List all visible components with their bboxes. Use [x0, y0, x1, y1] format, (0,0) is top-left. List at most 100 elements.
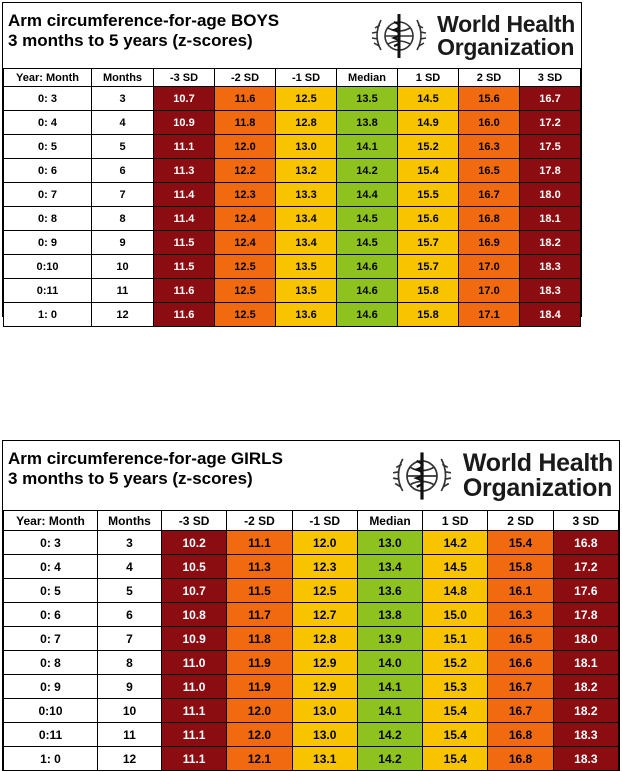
who-emblem-icon — [392, 452, 451, 500]
who-logo-text: World Health Organization — [463, 451, 613, 501]
cell-plus2sd: 15.4 — [487, 530, 554, 555]
table-row: 0: 7 7 10.9 11.8 12.8 13.9 15.1 16.5 18.0 — [3, 626, 620, 651]
cell-minus3sd: 11.5 — [153, 230, 215, 255]
column-header-minus1sd: -1 SD — [291, 510, 358, 531]
cell-minus2sd: 12.3 — [214, 182, 276, 207]
boys-panel: Arm circumference-for-age BOYS 3 months … — [2, 2, 582, 327]
cell-minus1sd: 13.3 — [275, 182, 337, 207]
table-row: 0: 4 4 10.5 11.3 12.3 13.4 14.5 15.8 17.2 — [3, 554, 620, 579]
table-row: 0:10 10 11.5 12.5 13.5 14.6 15.7 17.0 18.3 — [3, 254, 581, 279]
cell-plus3sd: 17.2 — [552, 554, 620, 579]
cell-months: 6 — [97, 602, 162, 627]
cell-minus1sd: 12.3 — [291, 554, 358, 579]
cell-median: 14.6 — [336, 254, 398, 279]
cell-minus3sd: 10.9 — [160, 626, 228, 651]
who-logo: World Health Organization — [385, 445, 613, 507]
cell-plus2sd: 16.1 — [487, 578, 554, 603]
column-header-minus1sd: -1 SD — [275, 68, 337, 87]
column-header-plus2sd: 2 SD — [487, 510, 554, 531]
cell-plus3sd: 18.1 — [552, 650, 620, 675]
cell-minus1sd: 13.5 — [275, 278, 337, 303]
cell-plus3sd: 18.0 — [519, 182, 581, 207]
cell-median: 14.6 — [336, 302, 398, 327]
cell-plus2sd: 16.0 — [458, 110, 520, 135]
column-header-year-month: Year: Month — [3, 510, 98, 531]
column-header-months: Months — [91, 68, 154, 87]
cell-plus1sd: 15.4 — [422, 746, 489, 771]
who-logo-line1: World Health — [462, 449, 613, 477]
cell-median: 14.2 — [356, 722, 424, 747]
cell-median: 13.0 — [356, 530, 424, 555]
cell-minus3sd: 11.5 — [153, 254, 215, 279]
who-logo-text: World Health Organization — [437, 13, 575, 59]
cell-plus3sd: 17.2 — [519, 110, 581, 135]
cell-plus1sd: 15.8 — [397, 278, 459, 303]
cell-plus1sd: 15.8 — [397, 302, 459, 327]
cell-year-month: 0:11 — [3, 278, 92, 303]
cell-plus2sd: 16.8 — [458, 206, 520, 231]
cell-median: 13.8 — [356, 602, 424, 627]
table-row: 0: 4 4 10.9 11.8 12.8 13.8 14.9 16.0 17.2 — [3, 110, 581, 135]
cell-minus1sd: 12.9 — [291, 650, 358, 675]
cell-minus2sd: 11.9 — [226, 674, 293, 699]
cell-minus1sd: 12.8 — [275, 110, 337, 135]
table-row: 1: 0 12 11.1 12.1 13.1 14.2 15.4 16.8 18.3 — [3, 746, 620, 771]
cell-median: 14.0 — [356, 650, 424, 675]
cell-minus2sd: 12.5 — [214, 254, 276, 279]
cell-months: 8 — [91, 206, 154, 231]
cell-plus2sd: 16.8 — [487, 722, 554, 747]
cell-months: 3 — [97, 530, 162, 555]
cell-minus3sd: 11.1 — [160, 746, 228, 771]
cell-plus3sd: 18.2 — [552, 674, 620, 699]
cell-minus3sd: 11.6 — [153, 302, 215, 327]
cell-minus2sd: 12.0 — [226, 698, 293, 723]
cell-plus1sd: 14.8 — [422, 578, 489, 603]
cell-year-month: 0: 6 — [3, 602, 98, 627]
cell-minus1sd: 12.8 — [291, 626, 358, 651]
who-emblem-icon — [372, 14, 427, 58]
cell-minus1sd: 12.9 — [291, 674, 358, 699]
cell-year-month: 0: 8 — [3, 206, 92, 231]
boys-title-line1: Arm circumference-for-age BOYS — [8, 11, 280, 30]
who-logo-line1: World Health — [437, 11, 575, 37]
cell-months: 5 — [97, 578, 162, 603]
column-header-plus1sd: 1 SD — [397, 68, 459, 87]
cell-year-month: 0: 7 — [3, 182, 92, 207]
column-header-minus3sd: -3 SD — [160, 510, 228, 531]
cell-median: 13.9 — [356, 626, 424, 651]
girls-title: Arm circumference-for-age GIRLS 3 months… — [8, 449, 283, 490]
cell-minus3sd: 10.9 — [153, 110, 215, 135]
cell-plus2sd: 15.8 — [487, 554, 554, 579]
cell-plus1sd: 14.9 — [397, 110, 459, 135]
cell-minus1sd: 13.0 — [291, 698, 358, 723]
cell-median: 14.5 — [336, 230, 398, 255]
cell-plus2sd: 17.0 — [458, 254, 520, 279]
cell-plus2sd: 16.9 — [458, 230, 520, 255]
cell-minus3sd: 11.4 — [153, 182, 215, 207]
cell-plus2sd: 16.3 — [458, 134, 520, 159]
cell-minus3sd: 11.4 — [153, 206, 215, 231]
cell-minus3sd: 11.0 — [160, 674, 228, 699]
column-header-median: Median — [336, 68, 398, 87]
cell-months: 9 — [97, 674, 162, 699]
table-row: 0: 8 8 11.0 11.9 12.9 14.0 15.2 16.6 18.1 — [3, 650, 620, 675]
cell-plus2sd: 16.5 — [487, 626, 554, 651]
cell-months: 7 — [91, 182, 154, 207]
cell-minus1sd: 13.6 — [275, 302, 337, 327]
table-row: 0: 9 9 11.5 12.4 13.4 14.5 15.7 16.9 18.2 — [3, 230, 581, 255]
cell-plus1sd: 14.5 — [422, 554, 489, 579]
cell-plus2sd: 16.7 — [487, 674, 554, 699]
cell-year-month: 0: 4 — [3, 110, 92, 135]
cell-minus3sd: 10.8 — [160, 602, 228, 627]
cell-minus3sd: 10.5 — [160, 554, 228, 579]
cell-minus2sd: 12.1 — [226, 746, 293, 771]
cell-months: 4 — [97, 554, 162, 579]
boys-title-line2: 3 months to 5 years (z-scores) — [8, 31, 253, 51]
cell-months: 5 — [91, 134, 154, 159]
cell-minus2sd: 11.3 — [226, 554, 293, 579]
cell-plus1sd: 15.7 — [397, 254, 459, 279]
cell-plus1sd: 15.2 — [422, 650, 489, 675]
cell-minus1sd: 13.2 — [275, 158, 337, 183]
cell-year-month: 1: 0 — [3, 302, 92, 327]
cell-year-month: 0: 3 — [3, 86, 92, 111]
